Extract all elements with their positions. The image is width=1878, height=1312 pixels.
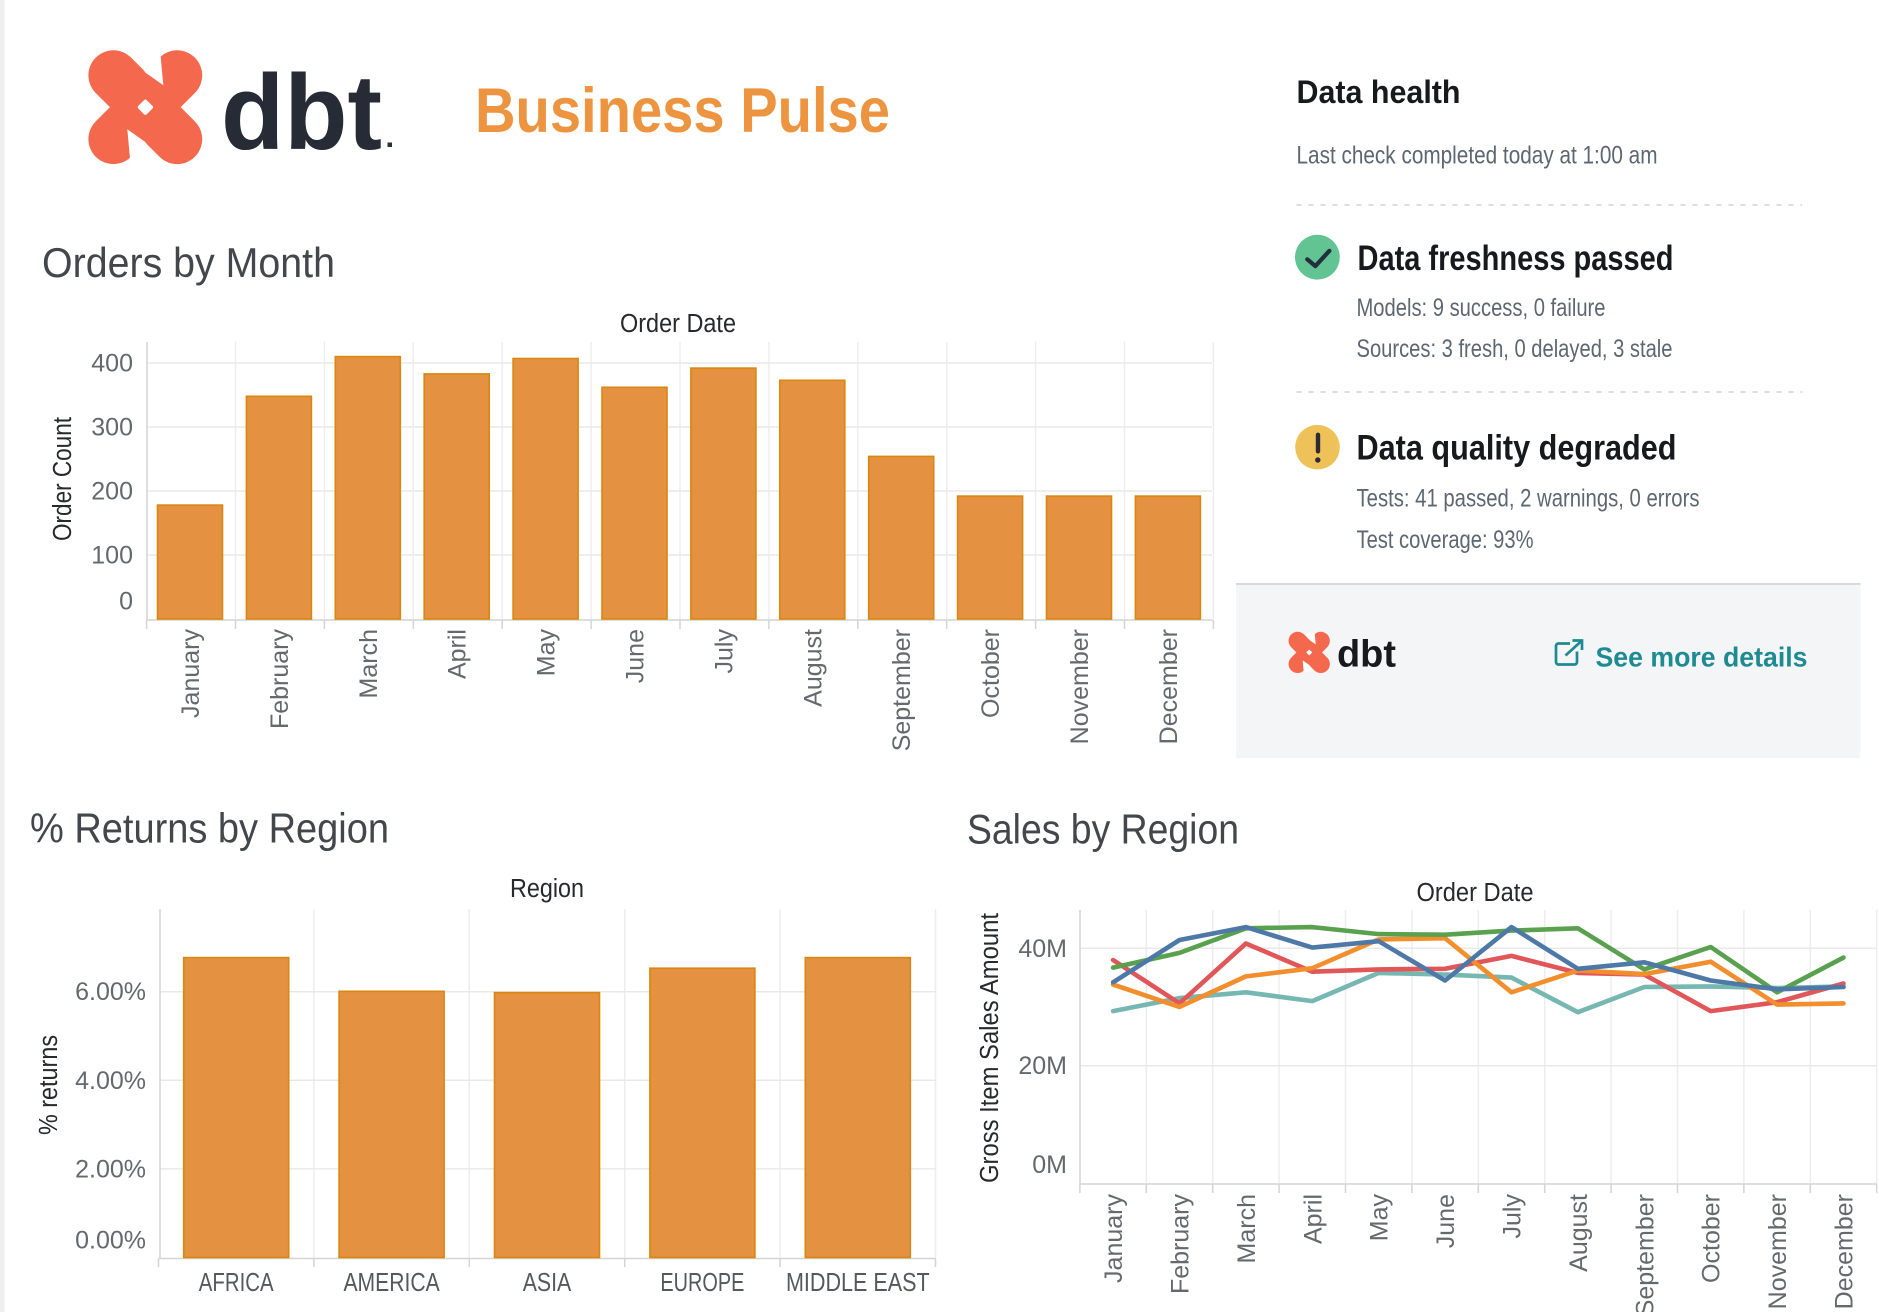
- svg-text:300: 300: [91, 414, 133, 442]
- svg-text:February: February: [266, 629, 294, 730]
- svg-text:March: March: [355, 629, 383, 698]
- svg-text:May: May: [533, 629, 561, 677]
- svg-text:Last check completed today at: Last check completed today at 1:00 am: [1297, 142, 1658, 170]
- svg-text:2.00%: 2.00%: [75, 1155, 146, 1183]
- svg-text:June: June: [622, 629, 650, 683]
- svg-text:December: December: [1831, 1194, 1859, 1309]
- svg-text:Test coverage: 93%: Test coverage: 93%: [1357, 526, 1534, 554]
- svg-text:0.00%: 0.00%: [75, 1227, 146, 1255]
- svg-text:0M: 0M: [1032, 1151, 1067, 1179]
- svg-text:Data quality degraded: Data quality degraded: [1357, 429, 1677, 468]
- svg-text:MIDDLE EAST: MIDDLE EAST: [786, 1269, 930, 1297]
- svg-text:July: July: [710, 629, 738, 674]
- svg-text:Orders by Month: Orders by Month: [42, 239, 335, 286]
- svg-text:% Returns by Region: % Returns by Region: [30, 805, 389, 852]
- svg-text:September: September: [888, 629, 916, 751]
- svg-text:February: February: [1167, 1194, 1195, 1295]
- svg-text:January: January: [177, 629, 205, 718]
- svg-text:November: November: [1764, 1194, 1792, 1309]
- svg-text:Data health: Data health: [1297, 74, 1461, 110]
- svg-text:dbt: dbt: [1337, 634, 1396, 676]
- svg-text:AMERICA: AMERICA: [343, 1269, 439, 1297]
- svg-text:See more details: See more details: [1596, 642, 1808, 673]
- svg-text:June: June: [1432, 1194, 1460, 1248]
- svg-text:Region: Region: [510, 875, 584, 903]
- svg-text:Gross Item Sales Amount: Gross Item Sales Amount: [976, 913, 1004, 1183]
- svg-text:400: 400: [91, 350, 133, 378]
- svg-text:ASIA: ASIA: [523, 1269, 572, 1297]
- svg-text:Tests: 41 passed, 2 warnings,: Tests: 41 passed, 2 warnings, 0 errors: [1357, 485, 1700, 513]
- svg-text:April: April: [444, 629, 472, 679]
- svg-text:Order Date: Order Date: [1417, 879, 1534, 907]
- svg-text:August: August: [1565, 1194, 1593, 1272]
- svg-text:January: January: [1100, 1194, 1128, 1283]
- svg-text:AFRICA: AFRICA: [199, 1269, 274, 1297]
- svg-text:Models: 9 success, 0 failure: Models: 9 success, 0 failure: [1357, 294, 1606, 322]
- svg-text:March: March: [1233, 1194, 1261, 1263]
- svg-text:% returns: % returns: [35, 1035, 63, 1135]
- svg-text:Order Count: Order Count: [49, 417, 77, 541]
- svg-text:Order Date: Order Date: [620, 310, 736, 338]
- svg-text:20M: 20M: [1018, 1052, 1067, 1080]
- svg-text:July: July: [1499, 1194, 1527, 1239]
- svg-text:September: September: [1631, 1194, 1659, 1312]
- svg-text:EUROPE: EUROPE: [660, 1269, 744, 1297]
- svg-text:April: April: [1299, 1194, 1327, 1244]
- svg-text:dbt: dbt: [221, 52, 382, 172]
- svg-text:Sources: 3 fresh, 0 delayed, 3: Sources: 3 fresh, 0 delayed, 3 stale: [1357, 335, 1673, 363]
- svg-text:Sales by Region: Sales by Region: [967, 806, 1239, 853]
- svg-text:November: November: [1066, 629, 1094, 744]
- svg-text:October: October: [977, 629, 1005, 718]
- svg-text:December: December: [1155, 629, 1183, 744]
- svg-text:40M: 40M: [1018, 935, 1067, 963]
- svg-text:0: 0: [119, 588, 133, 616]
- svg-text:October: October: [1698, 1194, 1726, 1283]
- svg-text:4.00%: 4.00%: [75, 1067, 146, 1095]
- svg-text:6.00%: 6.00%: [75, 978, 146, 1006]
- svg-text:200: 200: [91, 478, 133, 506]
- svg-text:Data freshness passed: Data freshness passed: [1358, 239, 1674, 278]
- svg-text:Business Pulse: Business Pulse: [475, 76, 890, 146]
- svg-text:May: May: [1366, 1194, 1394, 1242]
- svg-text:100: 100: [91, 542, 133, 570]
- svg-text:August: August: [799, 629, 827, 707]
